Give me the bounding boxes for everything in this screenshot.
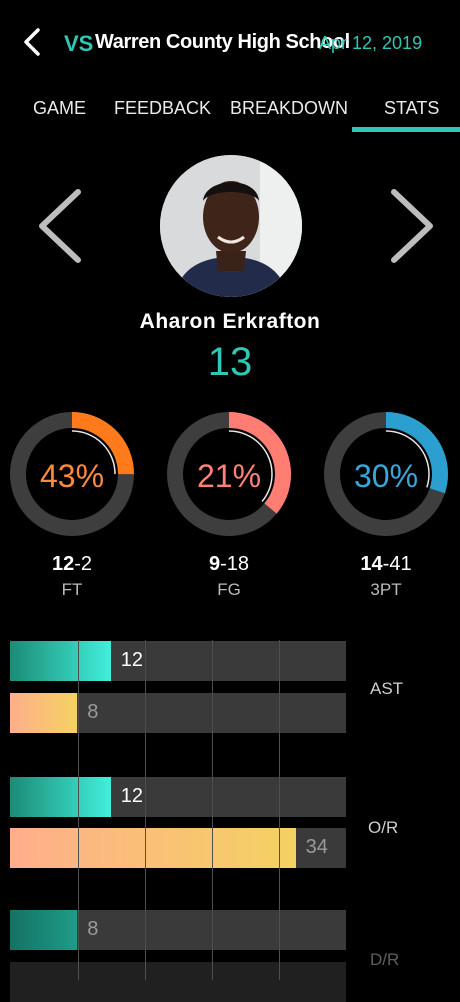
ft-label: FT	[61, 580, 83, 599]
player-name: Aharon Erkrafton	[139, 310, 321, 333]
dr-player-bar	[10, 910, 78, 950]
3pt-percent: 30%	[353, 458, 419, 494]
back-chevron-icon[interactable]	[18, 24, 48, 60]
ast-player-bar	[10, 641, 111, 681]
comparison-bars: 12 8 12 34 8	[10, 640, 346, 1002]
player-photo-icon	[160, 155, 302, 297]
3pt-attempts: 41	[389, 553, 412, 575]
fg-label: FG	[217, 580, 241, 599]
ast-category-label: AST	[370, 679, 404, 698]
dr-category-label: D/R	[370, 950, 400, 969]
opponent-name: Warren County High School	[95, 31, 350, 53]
ft-percent: 43%	[39, 458, 105, 494]
fg-made: 9	[208, 553, 221, 575]
dr-player-value: 8	[87, 918, 99, 940]
tab-breakdown[interactable]: BREAKDOWN	[230, 98, 349, 118]
player-avatar	[160, 155, 302, 297]
vs-label: VS	[64, 31, 94, 56]
tab-bar: GAME FEEDBACK BREAKDOWN STATS	[0, 90, 460, 132]
grid-line	[78, 640, 79, 980]
or-player-value: 12	[120, 785, 144, 807]
ft-made-attempts: 12-2	[51, 553, 93, 575]
header: VS Warren County High School Apr 12, 201…	[0, 0, 460, 90]
fg-attempts: 18	[226, 553, 250, 575]
ring-progress-arc	[167, 412, 291, 536]
grid-line	[212, 640, 213, 980]
ring-progress-arc	[10, 412, 134, 536]
ft-ring-chart	[10, 412, 134, 536]
ring-inner-arc	[342, 430, 430, 518]
fg-made-attempts: 9-18	[208, 553, 250, 575]
or-team-bar	[10, 828, 296, 868]
fg-ring-chart	[167, 412, 291, 536]
ast-player-value: 12	[120, 649, 144, 671]
3pt-made-attempts: 14-41	[360, 553, 412, 575]
player-number: 13	[207, 340, 253, 384]
grid-line	[279, 640, 280, 980]
ring-inner-arc	[185, 430, 273, 518]
dr-team-track	[10, 962, 346, 1002]
game-date: Apr 12, 2019	[319, 33, 423, 53]
or-player-bar	[10, 777, 111, 817]
tab-game[interactable]: GAME	[33, 98, 87, 118]
3pt-ring-chart	[324, 412, 448, 536]
tab-feedback[interactable]: FEEDBACK	[114, 98, 212, 118]
ring-progress-arc	[324, 412, 448, 536]
tab-stats[interactable]: STATS	[384, 98, 440, 118]
active-tab-indicator	[352, 127, 460, 132]
next-player-icon[interactable]	[386, 188, 436, 264]
ring-inner-arc	[28, 430, 116, 518]
ft-attempts: 2	[80, 553, 93, 575]
prev-player-icon[interactable]	[36, 188, 86, 264]
3pt-made: 14	[360, 553, 383, 575]
or-category-label: O/R	[368, 818, 399, 837]
or-team-value: 34	[305, 836, 328, 858]
ft-made: 12	[51, 553, 75, 575]
ast-team-value: 8	[87, 701, 99, 723]
grid-line	[145, 640, 146, 980]
3pt-label: 3PT	[370, 580, 402, 599]
ast-team-bar	[10, 693, 78, 733]
fg-percent: 21%	[196, 458, 262, 494]
